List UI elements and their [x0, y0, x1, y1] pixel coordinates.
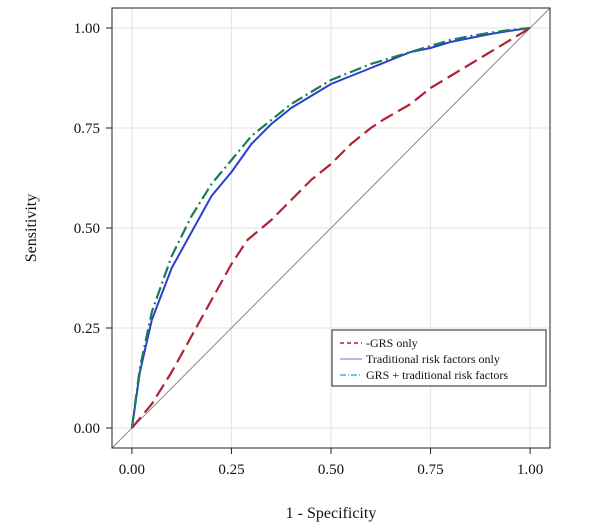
x-tick-label: 0.25 [218, 462, 244, 478]
legend-label: GRS + traditional risk factors [366, 368, 508, 382]
legend-label: Traditional risk factors only [366, 352, 500, 366]
x-tick-label: 0.00 [119, 462, 145, 478]
series-line-1 [131, 27, 531, 429]
reference-line [111, 7, 551, 449]
legend-box [331, 329, 547, 387]
series-line-2 [130, 27, 531, 429]
x-tick-label: 0.75 [417, 462, 443, 478]
reference-diagonal [111, 7, 551, 449]
y-tick-label: 0.75 [74, 121, 100, 137]
y-tick-label: 0.00 [74, 421, 100, 437]
y-tick-label: 1.00 [74, 21, 100, 37]
y-tick-label: 0.50 [74, 221, 100, 237]
series-line-3 [130, 26, 531, 429]
legend-label: -GRS only [366, 336, 418, 350]
x-axis-title: 1 - Specificity [286, 505, 377, 522]
grid-lines [112, 8, 550, 448]
series-lines [130, 26, 531, 429]
y-tick-label: 0.25 [74, 321, 100, 337]
legend: -GRS only Traditional risk factors only GR… [331, 329, 547, 387]
x-tick-label: 0.50 [318, 462, 344, 478]
axis-ticks: 0.00 0.25 0.50 0.75 1.00 0.00 0.25 0.50 0.75 1.00 [74, 21, 543, 478]
y-axis-title: Sensitivity [23, 194, 40, 262]
x-tick-label: 1.00 [517, 462, 543, 478]
